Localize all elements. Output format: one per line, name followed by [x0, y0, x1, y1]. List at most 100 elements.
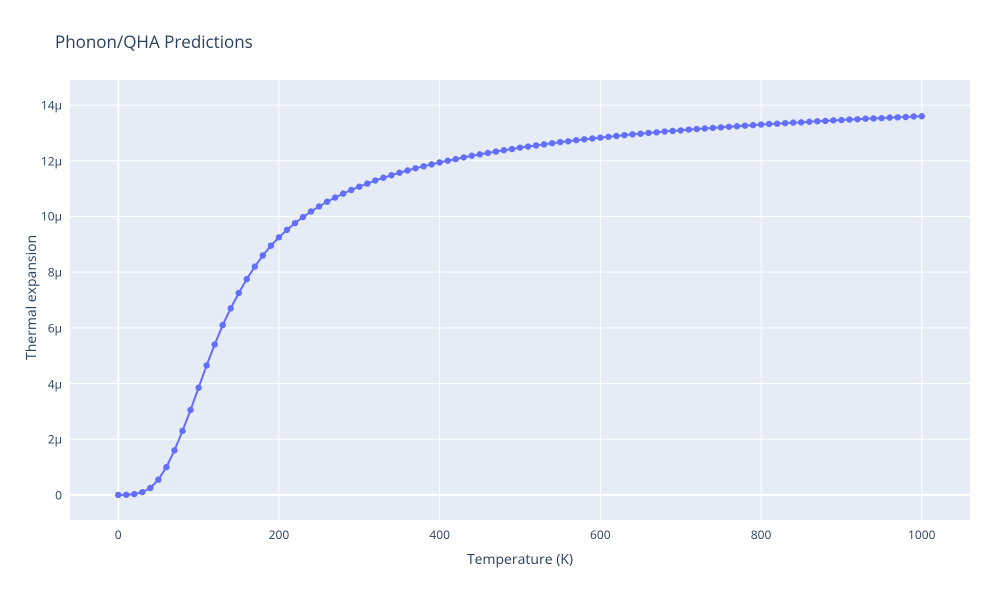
data-marker [742, 122, 748, 128]
data-marker [493, 148, 499, 154]
y-tick-label: 2μ [48, 431, 62, 448]
data-marker [179, 428, 185, 434]
y-tick-label: 10μ [41, 208, 62, 225]
data-marker [324, 198, 330, 204]
data-marker [629, 131, 635, 137]
data-marker [621, 132, 627, 138]
data-marker [814, 118, 820, 124]
data-marker [581, 136, 587, 142]
data-marker [372, 177, 378, 183]
data-marker [211, 341, 217, 347]
data-marker [686, 126, 692, 132]
y-axis-label: Thermal expansion [22, 235, 41, 360]
data-marker [878, 115, 884, 121]
x-tick-label: 200 [269, 526, 290, 543]
data-marker [268, 242, 274, 248]
data-marker [300, 214, 306, 220]
data-marker [308, 208, 314, 214]
data-marker [388, 172, 394, 178]
data-marker [669, 128, 675, 134]
data-marker [236, 290, 242, 296]
chart-title: Phonon/QHA Predictions [55, 30, 253, 53]
data-marker [292, 220, 298, 226]
data-marker [790, 119, 796, 125]
data-marker [822, 118, 828, 124]
data-marker [758, 121, 764, 127]
data-line [118, 116, 922, 495]
data-marker [412, 165, 418, 171]
data-marker [549, 140, 555, 146]
data-marker [846, 116, 852, 122]
data-marker [420, 163, 426, 169]
data-marker [428, 161, 434, 167]
data-marker [854, 116, 860, 122]
y-tick-label: 6μ [48, 319, 62, 336]
data-marker [147, 485, 153, 491]
y-tick-label: 12μ [41, 152, 62, 169]
x-tick-label: 400 [429, 526, 450, 543]
data-marker [380, 175, 386, 181]
data-marker [501, 147, 507, 153]
data-marker [123, 492, 129, 498]
data-marker [453, 156, 459, 162]
data-marker [276, 234, 282, 240]
data-marker [710, 125, 716, 131]
data-marker [911, 113, 917, 119]
data-marker [830, 117, 836, 123]
data-marker [613, 133, 619, 139]
data-marker [894, 114, 900, 120]
data-marker [734, 123, 740, 129]
data-marker [260, 252, 266, 258]
data-marker [332, 194, 338, 200]
data-marker [187, 407, 193, 413]
data-marker [340, 190, 346, 196]
data-marker [228, 305, 234, 311]
data-marker [436, 159, 442, 165]
data-marker [750, 122, 756, 128]
data-marker [694, 126, 700, 132]
data-marker [637, 131, 643, 137]
data-marker [396, 170, 402, 176]
x-tick-label: 0 [115, 526, 122, 543]
y-tick-label: 4μ [48, 375, 62, 392]
data-marker [171, 447, 177, 453]
data-marker [782, 120, 788, 126]
data-marker [726, 124, 732, 130]
data-marker [485, 150, 491, 156]
data-marker [565, 138, 571, 144]
data-marker [573, 137, 579, 143]
data-marker [798, 119, 804, 125]
data-marker [774, 121, 780, 127]
data-marker [533, 142, 539, 148]
y-tick-label: 8μ [48, 264, 62, 281]
data-marker [131, 491, 137, 497]
data-marker [653, 129, 659, 135]
data-marker [163, 464, 169, 470]
data-marker [477, 151, 483, 157]
data-marker [597, 134, 603, 140]
data-marker [356, 183, 362, 189]
data-marker [244, 276, 250, 282]
data-marker [509, 146, 515, 152]
chart-container: Phonon/QHA Predictions Temperature (K) T… [0, 0, 1000, 600]
data-marker [919, 113, 925, 119]
data-marker [886, 114, 892, 120]
plot-svg [70, 80, 970, 520]
x-tick-label: 600 [590, 526, 611, 543]
data-marker [870, 115, 876, 121]
data-marker [541, 141, 547, 147]
data-marker [469, 153, 475, 159]
data-marker [605, 134, 611, 140]
data-marker [678, 127, 684, 133]
x-tick-label: 800 [751, 526, 772, 543]
data-marker [525, 143, 531, 149]
data-marker [766, 121, 772, 127]
data-marker [461, 154, 467, 160]
data-marker [862, 116, 868, 122]
data-marker [838, 117, 844, 123]
data-marker [155, 476, 161, 482]
data-marker [219, 322, 225, 328]
data-marker [195, 385, 201, 391]
data-marker [589, 135, 595, 141]
data-marker [517, 144, 523, 150]
